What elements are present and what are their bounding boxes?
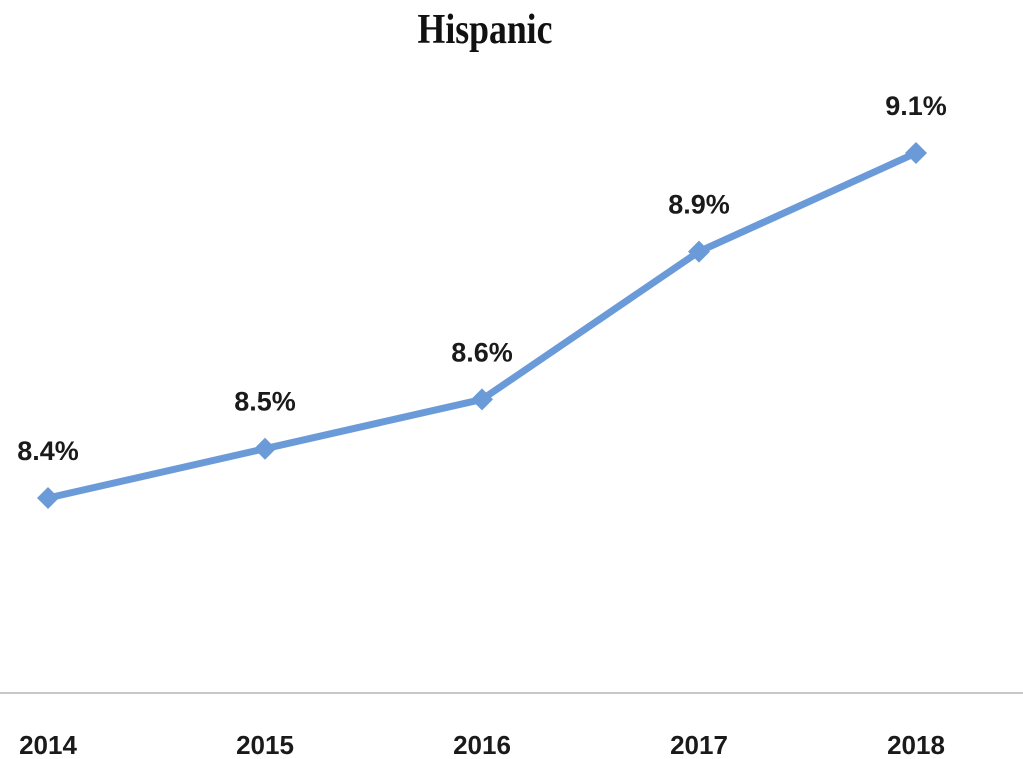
marker-layer	[37, 142, 927, 509]
data-label: 9.1%	[885, 91, 947, 121]
data-label: 8.9%	[668, 190, 730, 220]
chart-title: Hispanic	[417, 7, 553, 53]
series-layer	[44, 149, 920, 502]
data-label: 8.5%	[234, 387, 296, 417]
data-point-marker	[37, 487, 59, 509]
x-tick-label: 2018	[887, 730, 945, 759]
data-point-marker	[254, 437, 276, 460]
x-tick-label: 2015	[236, 730, 294, 759]
data-point-marker	[471, 388, 493, 411]
x-tick-label: 2014	[19, 730, 77, 759]
data-label-layer: 8.4% 8.5% 8.6% 8.9% 9.1%	[17, 91, 947, 466]
x-tick-label: 2017	[670, 730, 728, 759]
data-point-marker	[905, 142, 927, 164]
data-point-marker	[688, 240, 710, 263]
data-label: 8.6%	[451, 337, 513, 367]
data-label: 8.4%	[17, 436, 79, 466]
x-tick-layer: 2014 2015 2016 2017 2018	[19, 730, 945, 759]
series-line	[44, 149, 920, 502]
x-tick-label: 2016	[453, 730, 511, 759]
